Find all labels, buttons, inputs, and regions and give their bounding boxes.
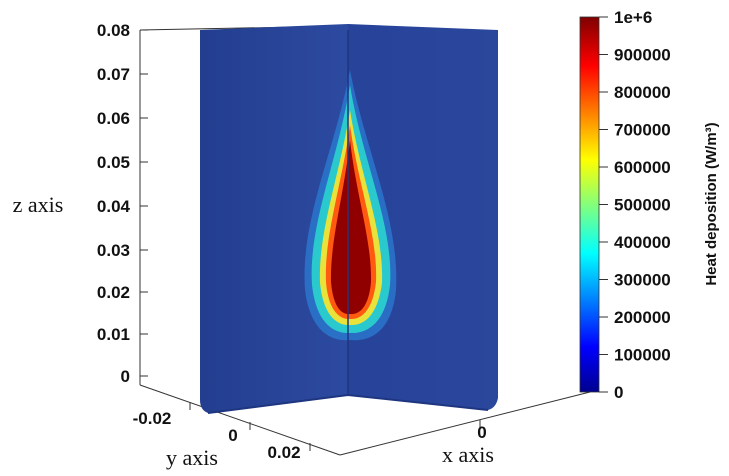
x-axis-title: x axis bbox=[442, 442, 494, 467]
z-tick-label: 0.01 bbox=[97, 325, 130, 344]
y-tick-label: 0.02 bbox=[267, 443, 300, 462]
z-axis: 0.08 0.07 0.06 0.05 0.04 0.03 0.02 0.01 … bbox=[13, 21, 148, 386]
colorbar-tick-label: 300000 bbox=[614, 271, 671, 290]
colorbar-tick-label: 600000 bbox=[614, 158, 671, 177]
colorbar-tick-label: 400000 bbox=[614, 233, 671, 252]
y-tick-label: 0 bbox=[228, 426, 237, 445]
colorbar-tick-label: 700000 bbox=[614, 121, 671, 140]
bounding-box bbox=[139, 25, 591, 456]
z-axis-title: z axis bbox=[13, 192, 64, 217]
colorbar-tick-label: 100000 bbox=[614, 346, 671, 365]
colorbar-tick-label: 1e+6 bbox=[614, 8, 652, 27]
y-tick-label: -0.02 bbox=[133, 409, 172, 428]
z-tick-label: 0.05 bbox=[97, 153, 130, 172]
z-tick-label: 0.03 bbox=[97, 241, 130, 260]
colorbar-tick-label: 200000 bbox=[614, 308, 671, 327]
colorbar-tick-label: 500000 bbox=[614, 196, 671, 215]
y-axis: -0.02 0 0.02 y axis bbox=[133, 402, 311, 470]
z-tick-label: 0.04 bbox=[97, 197, 131, 216]
y-axis-title: y axis bbox=[166, 445, 218, 470]
z-tick-label: 0.07 bbox=[97, 65, 130, 84]
colorbar-tick-label: 900000 bbox=[614, 46, 671, 65]
z-tick-label: 0.02 bbox=[97, 283, 130, 302]
z-tick-label: 0.08 bbox=[97, 21, 130, 40]
colorbar: 1e+6 900000 800000 700000 600000 500000 … bbox=[579, 8, 720, 402]
colorbar-tick-label: 0 bbox=[614, 383, 623, 402]
heat-plume bbox=[304, 30, 397, 395]
x-axis: 0 x axis bbox=[442, 420, 494, 467]
x-tick-label: 0 bbox=[477, 423, 486, 442]
colorbar-title: Heat deposition (W/m³) bbox=[703, 122, 720, 285]
left-wall-slice bbox=[200, 24, 348, 413]
z-tick-label: 0 bbox=[121, 367, 130, 386]
colorbar-gradient bbox=[579, 16, 600, 393]
colorbar-tick-label: 800000 bbox=[614, 83, 671, 102]
z-tick-label: 0.06 bbox=[97, 109, 130, 128]
